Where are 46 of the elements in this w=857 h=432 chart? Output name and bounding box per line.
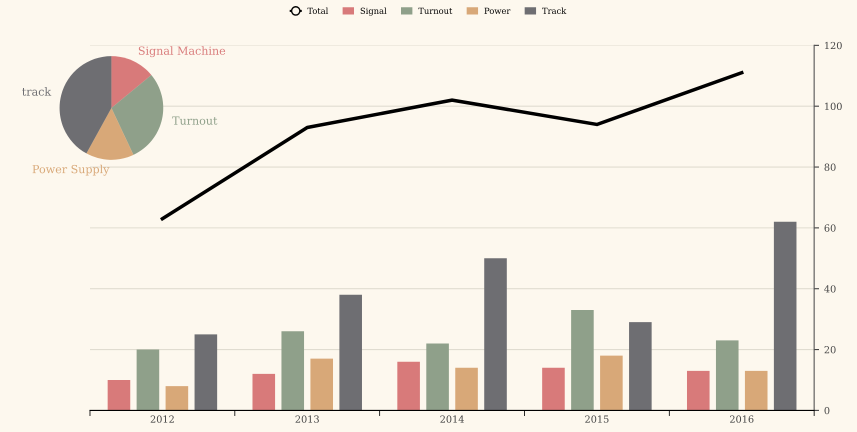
x-tick-label: 2012 [150,415,174,423]
y-tick-label: 20 [824,346,836,354]
x-tick-label: 2013 [296,415,319,423]
bar [252,374,276,410]
bar [136,350,160,410]
legend-label: Total [307,8,328,14]
slice-label: Turnout [172,116,218,125]
legend-label: Turnout [418,8,452,14]
bar [686,370,710,410]
x-tick-label: 2015 [585,415,609,423]
y-tick-label: 60 [824,224,836,232]
bar [397,362,420,410]
slice-label: Signal Machine [138,46,226,58]
bar [774,222,796,410]
bar [194,334,218,410]
line-series [160,71,744,220]
bar [571,310,594,410]
slice-label: track [22,87,52,96]
pie-slice [111,56,152,108]
bar [108,380,130,410]
slice-label: Power Supply [32,164,110,176]
bar [426,343,449,410]
bar [542,368,565,410]
y-tick-label: 120 [825,42,842,50]
legend-label: Power [484,8,510,14]
bar [744,370,768,410]
y-tick-label: 80 [824,164,836,171]
bar [455,368,478,410]
x-tick-label: 2014 [440,415,464,423]
y-tick-label: 100 [825,102,842,110]
bar [310,358,334,410]
y-tick-label: 0 [824,406,830,414]
bar [484,258,507,410]
bar [629,322,652,410]
legend-label: Track [542,8,566,14]
pie-slice [60,56,112,154]
y-tick-label: 40 [824,285,836,293]
x-tick-label: 2016 [730,415,754,423]
bar [166,386,188,410]
pie-slice [111,74,164,155]
bar [281,331,304,410]
bar [339,294,362,410]
legend-label: Signal [360,8,386,16]
pie-slice [86,108,134,160]
bar [716,340,739,410]
bar [600,356,623,410]
